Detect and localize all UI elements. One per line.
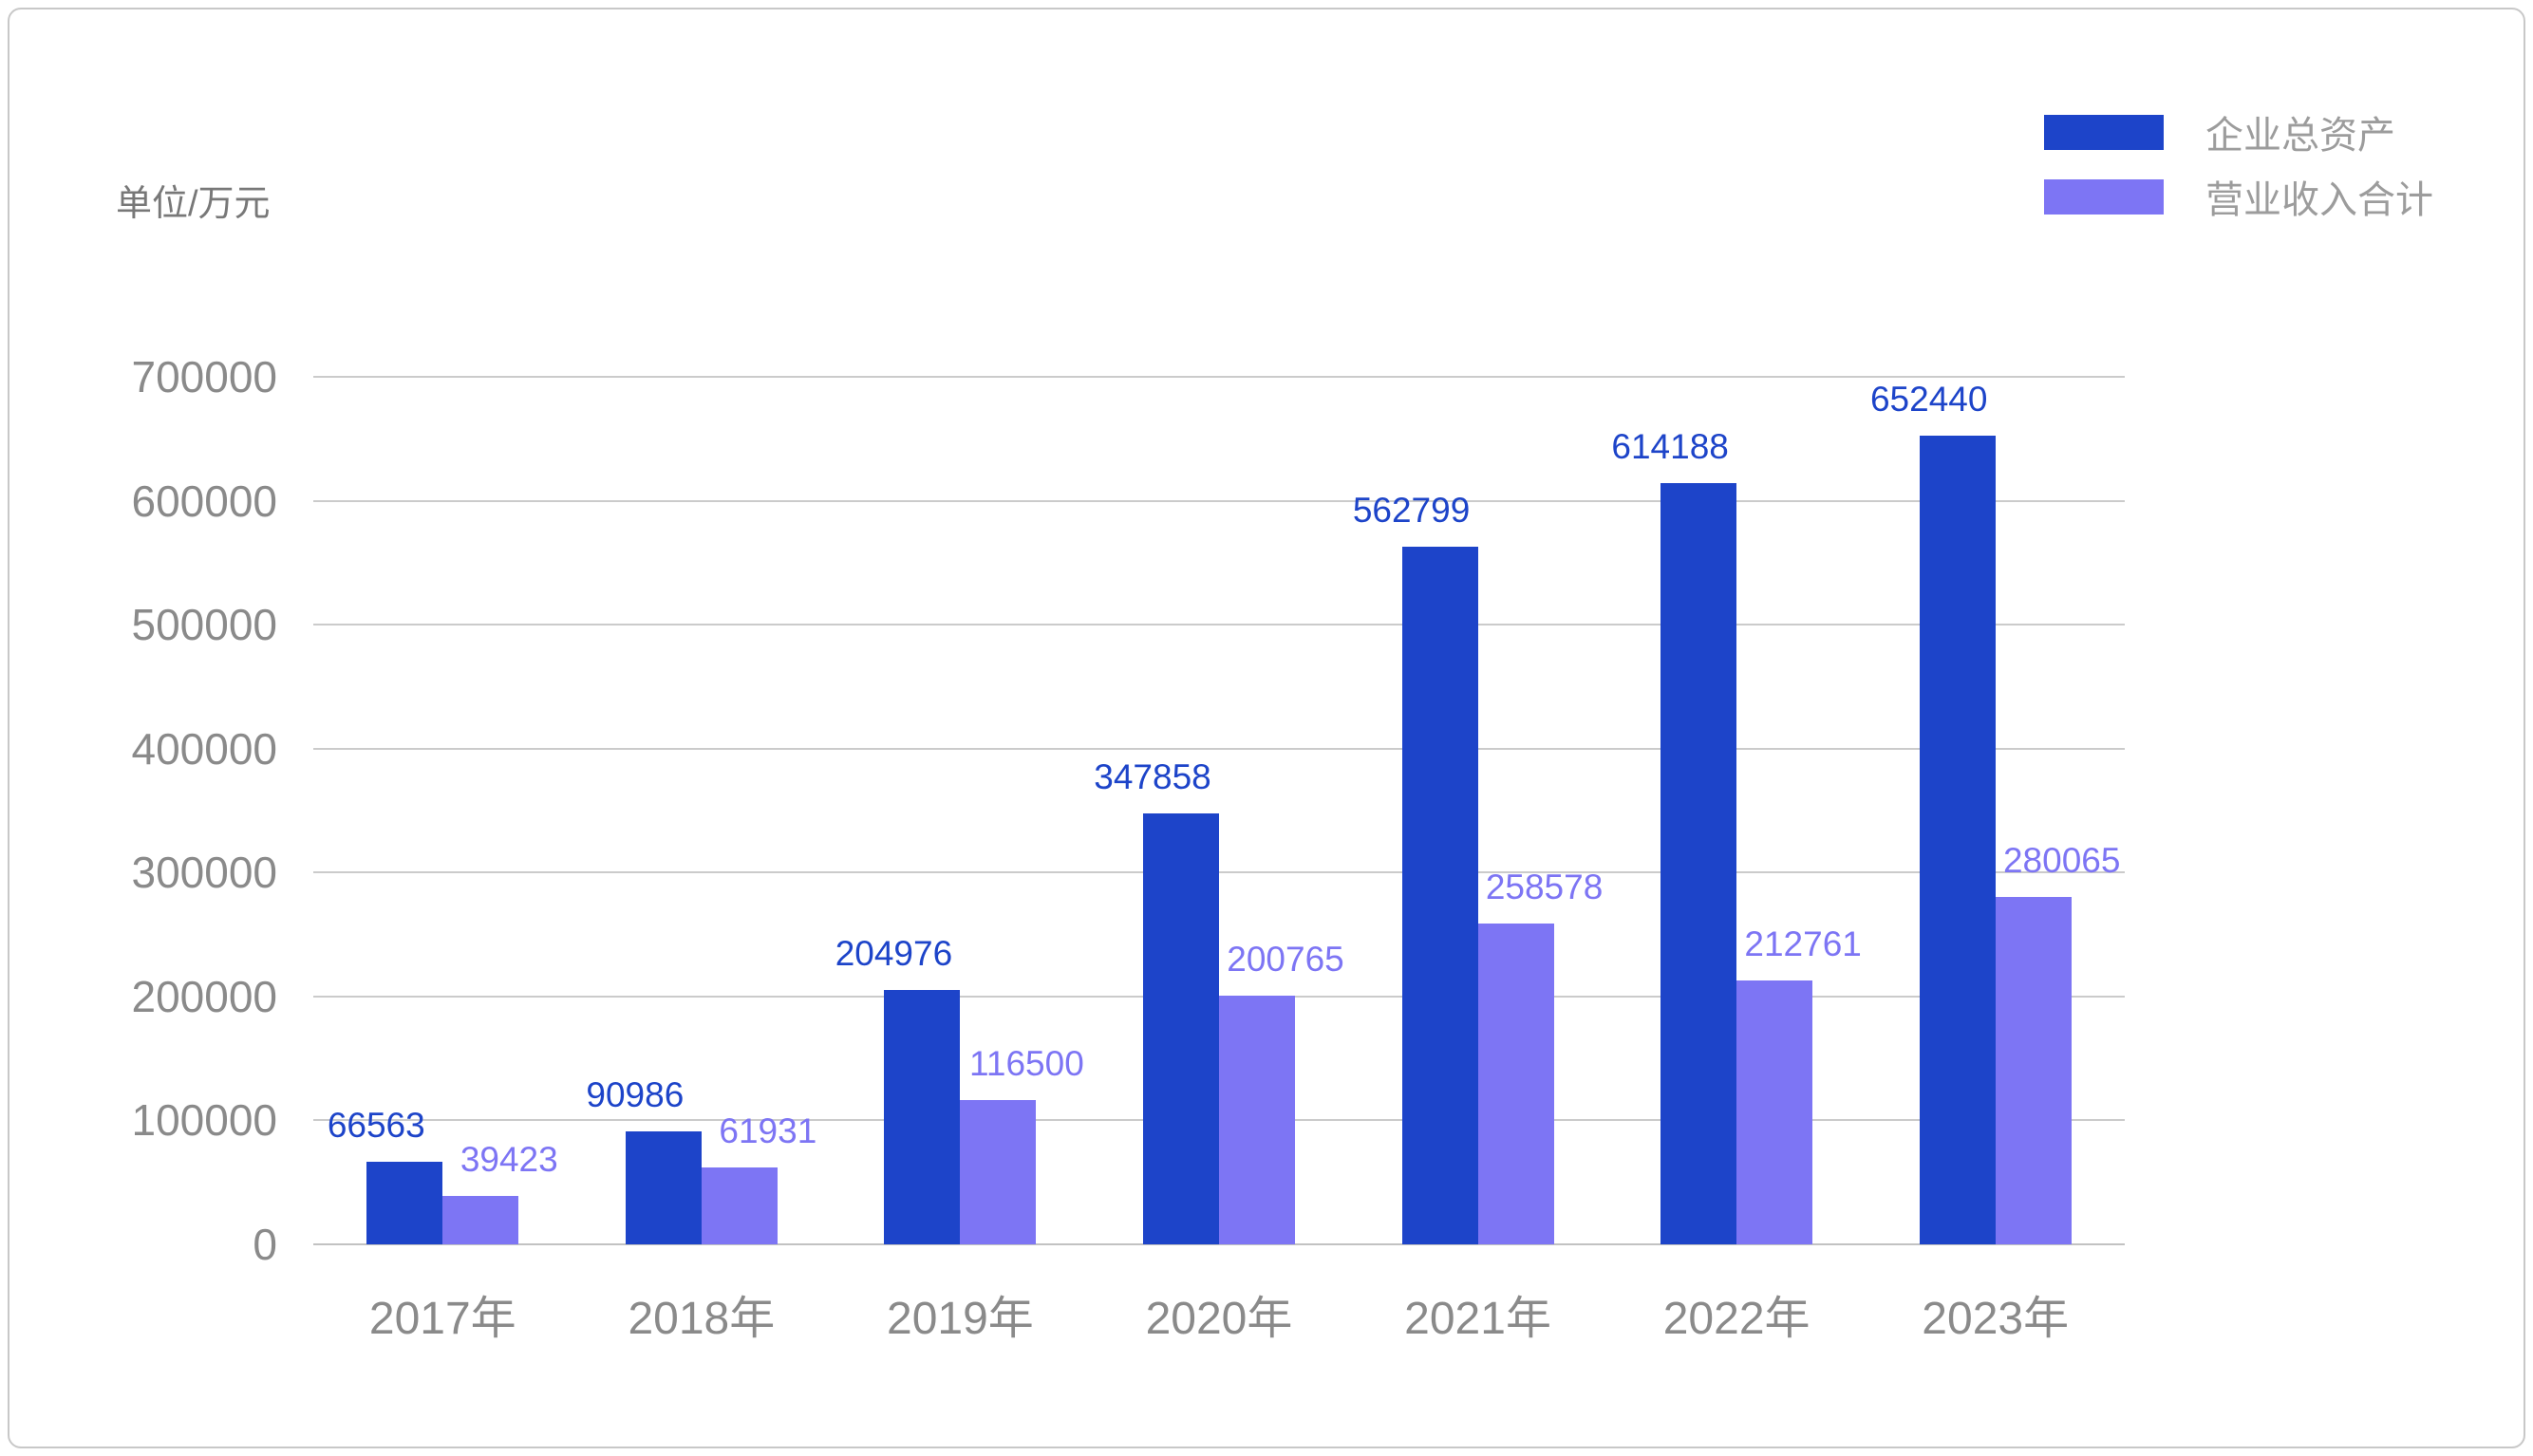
bar-revenue — [1995, 897, 2072, 1244]
y-tick-label: 700000 — [131, 352, 278, 401]
x-tick-label: 2019年 — [887, 1294, 1034, 1344]
bar-total-assets — [1661, 483, 1737, 1244]
y-axis-unit-label: 单位/万元 — [116, 184, 271, 224]
y-tick-label: 300000 — [131, 848, 278, 898]
gridline — [313, 376, 2125, 378]
bar-total-assets — [1919, 436, 1996, 1244]
x-tick-label: 2022年 — [1662, 1294, 1811, 1344]
bar-revenue — [1219, 995, 1295, 1244]
legend-label-revenue: 营业收入合计 — [2205, 179, 2433, 221]
y-tick-label: 100000 — [131, 1095, 278, 1146]
value-label-revenue: 200765 — [1227, 939, 1344, 979]
x-tick-label: 2020年 — [1145, 1294, 1293, 1344]
bar-revenue — [960, 1099, 1037, 1244]
x-tick-label: 2023年 — [1922, 1294, 2070, 1344]
value-label-revenue: 258578 — [1485, 868, 1604, 907]
value-label-total-assets: 347858 — [1094, 756, 1211, 796]
gridline — [313, 871, 2125, 874]
legend-label-total-assets: 企业总资产 — [2205, 115, 2395, 157]
legend-swatch-total-assets — [2044, 114, 2164, 150]
value-label-revenue: 280065 — [2002, 841, 2121, 881]
x-tick-label: 2018年 — [628, 1294, 776, 1344]
value-label-revenue: 212761 — [1744, 924, 1862, 964]
gridline — [313, 624, 2125, 626]
value-label-total-assets: 652440 — [1869, 380, 1988, 420]
legend-item-total-assets[interactable]: 企业总资产 — [2044, 114, 2433, 157]
value-label-revenue: 116500 — [969, 1043, 1084, 1083]
value-label-revenue: 61931 — [719, 1111, 817, 1151]
y-tick-label: 600000 — [131, 476, 278, 526]
x-axis-line — [313, 1243, 2125, 1245]
gridline — [313, 747, 2125, 750]
x-tick-label: 2021年 — [1404, 1294, 1551, 1344]
bar-total-assets — [1401, 547, 1478, 1244]
value-label-total-assets: 614188 — [1611, 427, 1729, 467]
value-label-total-assets: 204976 — [835, 934, 953, 974]
value-label-total-assets: 90986 — [586, 1075, 685, 1115]
y-tick-label: 500000 — [131, 600, 278, 650]
legend: 企业总资产 营业收入合计 — [2044, 114, 2433, 221]
y-tick-label: 0 — [253, 1220, 277, 1269]
gridline — [313, 499, 2125, 502]
bar-total-assets — [884, 990, 961, 1244]
y-tick-label: 400000 — [131, 723, 278, 774]
bar-revenue — [701, 1167, 778, 1244]
bar-revenue — [1477, 924, 1554, 1244]
bar-total-assets — [1143, 812, 1219, 1244]
x-tick-label: 2017年 — [368, 1294, 516, 1344]
bar-revenue — [1736, 980, 1813, 1244]
value-label-total-assets: 562799 — [1352, 491, 1471, 531]
legend-swatch-revenue — [2044, 178, 2164, 215]
value-label-revenue: 39423 — [460, 1139, 558, 1179]
legend-item-revenue[interactable]: 营业收入合计 — [2044, 178, 2433, 221]
bar-total-assets — [366, 1162, 443, 1244]
value-label-total-assets: 66563 — [327, 1106, 425, 1146]
bar-total-assets — [625, 1131, 702, 1244]
y-tick-label: 200000 — [131, 971, 278, 1021]
bar-revenue — [442, 1195, 519, 1244]
